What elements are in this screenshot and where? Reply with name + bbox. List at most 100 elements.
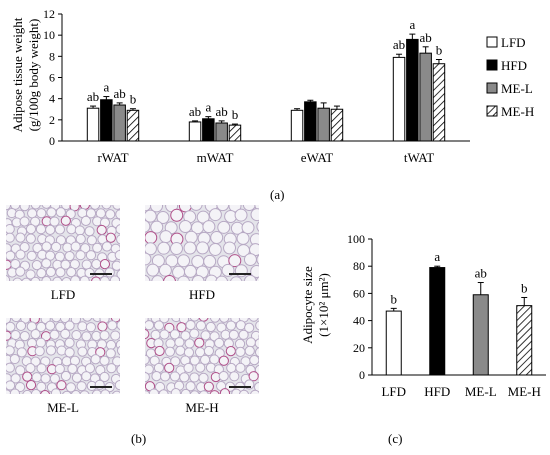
adipocyte-cell — [111, 331, 120, 340]
adipocyte-cell — [100, 260, 109, 269]
adipocyte-cell — [171, 209, 183, 221]
x-tick-label-rwat: rWAT — [97, 150, 128, 165]
adipocyte-cell — [71, 242, 80, 251]
micrograph-me-l — [6, 318, 120, 394]
adipocyte-cell — [6, 233, 14, 242]
adipocyte-cell — [145, 210, 156, 222]
adipocyte-cell — [37, 209, 46, 218]
y-tick-label: 20 — [353, 341, 365, 355]
adipocyte-cell — [155, 346, 164, 355]
adipocyte-cell — [97, 225, 106, 234]
legend-swatch-me-l — [487, 83, 497, 93]
adipocyte-cell — [204, 255, 216, 267]
significance-label: a — [409, 17, 415, 32]
adipocyte-cell — [161, 372, 170, 381]
bar-mwat-me-l — [216, 123, 228, 141]
y-tick-label: 0 — [49, 134, 55, 148]
adipocyte-cell — [68, 364, 77, 373]
adipocyte-cell — [154, 321, 163, 330]
adipocyte-cell — [226, 321, 235, 330]
significance-label: b — [130, 92, 137, 107]
y-axis-label-line-2: (1×10² μm²) — [316, 273, 331, 337]
adipocyte-cell — [215, 338, 224, 347]
adipocyte-cell — [249, 372, 258, 381]
adipocyte-cell — [186, 320, 195, 329]
adipocyte-cell — [36, 225, 45, 234]
adipocyte-cell — [149, 389, 158, 394]
micrograph-lfd — [6, 205, 120, 281]
adipocyte-cell — [63, 243, 72, 252]
adipocyte-cell — [165, 347, 174, 356]
adipocyte-cell — [106, 210, 115, 219]
adipocyte-cell — [23, 390, 32, 394]
adipocyte-cell — [117, 235, 120, 244]
adipocyte-cell — [61, 216, 70, 225]
adipocyte-cell — [93, 243, 102, 252]
adipocyte-cell — [244, 254, 256, 266]
adipocyte-cell — [65, 321, 74, 330]
adipocyte-cell — [152, 371, 161, 380]
x-tick-label-lfd: LFD — [381, 384, 406, 399]
adipocyte-cell — [190, 329, 199, 338]
adipocyte-cell — [230, 372, 239, 381]
adipocyte-cell — [179, 221, 191, 233]
adipocyte-cell — [226, 347, 235, 356]
adipocyte-cell — [185, 231, 197, 243]
adipocyte-cell — [203, 221, 215, 233]
bar-ewat-me-l — [318, 108, 330, 141]
y-axis-label-line-2: (g/100g body weight) — [26, 19, 41, 132]
adipocyte-cell — [102, 242, 111, 251]
adipocyte-cell — [26, 364, 35, 373]
adipocyte-cell — [6, 346, 14, 355]
scale-bar — [229, 386, 251, 388]
adipocyte-cell — [204, 346, 213, 355]
significance-label: ab — [87, 89, 99, 104]
adipocyte-cell — [249, 318, 258, 321]
scale-bar — [90, 273, 112, 275]
adipocyte-cell — [56, 268, 65, 277]
adipocyte-cell — [42, 277, 51, 281]
adipocyte-cell — [98, 322, 107, 331]
bar-twat-me-l — [420, 53, 432, 141]
adipocyte-cell — [115, 251, 120, 260]
bar-ewat-lfd — [291, 110, 303, 141]
x-tick-label-me-l: ME-L — [465, 384, 497, 399]
adipocyte-cell — [145, 275, 150, 281]
adipocyte-texture — [6, 205, 120, 281]
adipocyte-cell — [13, 278, 22, 281]
adipocyte-texture — [6, 318, 120, 394]
adipocyte-cell — [239, 330, 248, 339]
y-tick-label: 2 — [49, 113, 55, 127]
adipocyte-cell — [37, 364, 46, 373]
adipocyte-cell — [82, 260, 91, 269]
adipocyte-cell — [76, 251, 85, 260]
adipocyte-cell — [110, 276, 119, 281]
bar-rwat-hfd — [101, 100, 113, 141]
adipocyte-cell — [175, 338, 184, 347]
adipocyte-cell — [237, 232, 249, 244]
legend-swatch-me-h — [487, 106, 497, 116]
adipocyte-cell — [26, 225, 35, 234]
legend-label-me-h: ME-H — [501, 104, 534, 119]
adipocyte-cell — [236, 321, 245, 330]
adipocyte-cell — [46, 225, 55, 234]
adipocyte-cell — [55, 225, 64, 234]
significance-label: b — [436, 43, 443, 58]
bar-ewat-hfd — [305, 102, 317, 141]
legend-swatch-lfd — [487, 37, 497, 47]
adipocyte-cell — [206, 322, 215, 331]
scale-bar — [229, 273, 251, 275]
adipocyte-cell — [23, 372, 32, 381]
micrograph-label-lfd: LFD — [23, 287, 103, 303]
adipocyte-cell — [245, 346, 254, 355]
adipocyte-cell — [83, 318, 92, 321]
adipocyte-cell — [159, 264, 171, 276]
adipocyte-cell — [251, 390, 259, 394]
adipocyte-cell — [201, 331, 210, 340]
adipocyte-cell — [52, 318, 61, 322]
adipocyte-cell — [46, 267, 55, 276]
adipocyte-cell — [82, 332, 91, 341]
micrograph-me-h — [145, 318, 259, 394]
legend-label-me-l: ME-L — [501, 81, 533, 96]
